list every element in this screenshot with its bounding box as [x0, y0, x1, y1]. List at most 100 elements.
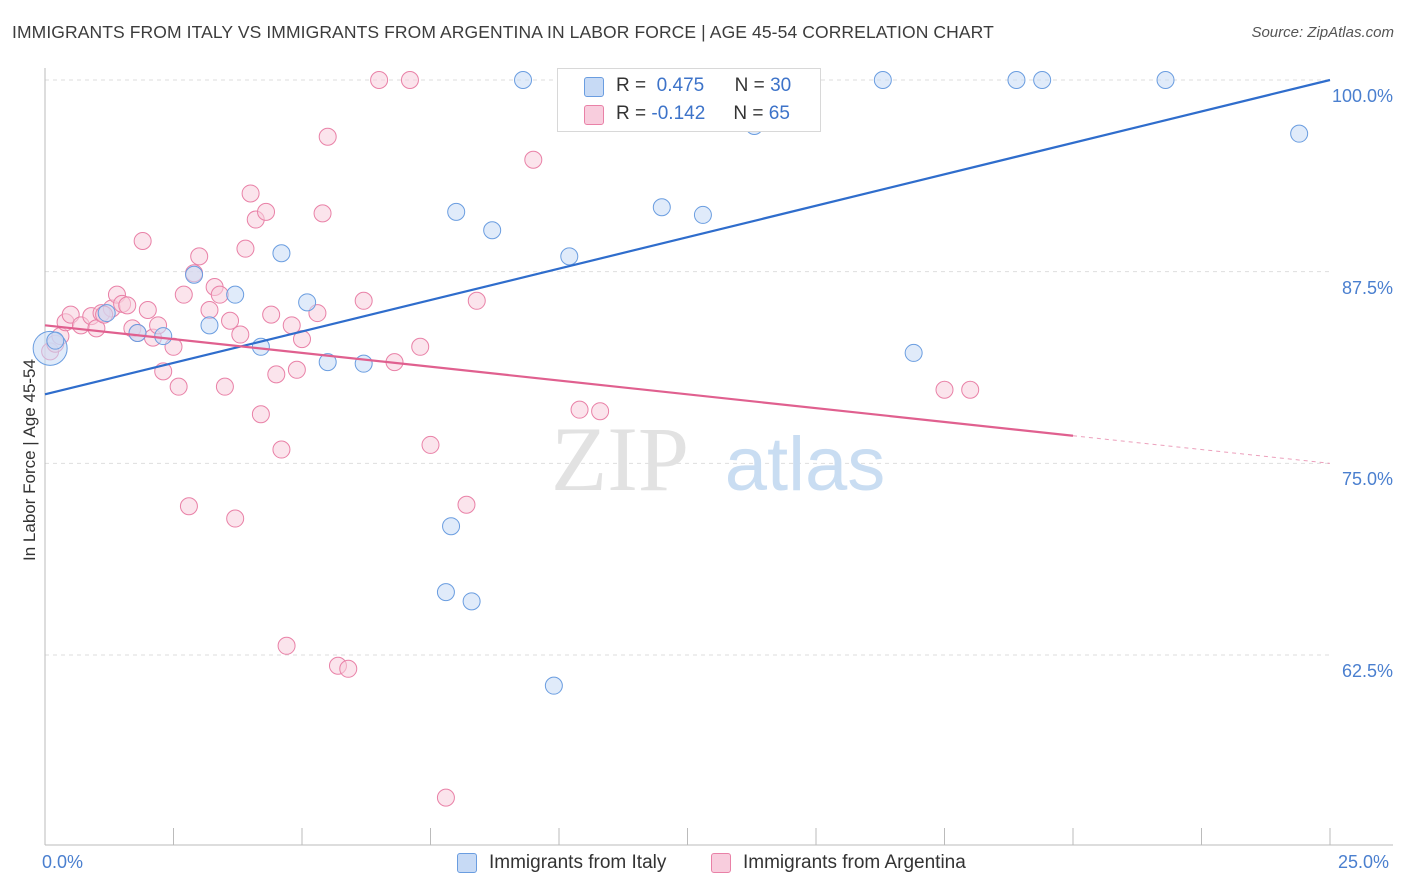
italy-point [483, 221, 502, 240]
italy-point [226, 285, 245, 304]
legend-argentina-swatch [711, 853, 731, 873]
argentina-point [169, 377, 188, 396]
argentina-point [354, 291, 373, 310]
y-tick-87-5: 87.5% [1341, 278, 1393, 298]
legend-argentina: Immigrants from Argentina [711, 852, 966, 874]
italy-point [185, 265, 204, 284]
argentina-point [133, 232, 152, 250]
argentina-point [524, 150, 543, 169]
argentina-point [436, 788, 455, 807]
italy-points [32, 71, 1309, 695]
legend-italy-swatch [457, 853, 477, 873]
argentina-point [400, 71, 419, 89]
argentina-point [174, 285, 193, 304]
argentina-point [210, 285, 229, 304]
argentina-point [257, 202, 276, 221]
x-tick-max: 25.0% [1338, 852, 1390, 872]
stats-box: R = 0.475 N = 30 R = -0.142 N = 65 [557, 68, 821, 132]
argentina-r-value: -0.142 [651, 103, 706, 124]
italy-point [272, 244, 291, 263]
argentina-point [570, 400, 589, 419]
argentina-point [339, 659, 358, 678]
italy-r-label: R = [616, 75, 647, 96]
chart-title: IMMIGRANTS FROM ITALY VS IMMIGRANTS FROM… [12, 22, 994, 42]
italy-point [652, 198, 671, 217]
argentina-n-value: 65 [768, 103, 790, 124]
argentina-trendline-extension [1072, 435, 1331, 464]
italy-point [514, 71, 533, 89]
argentina-point [313, 204, 332, 223]
gridlines [45, 79, 1330, 656]
italy-n-value: 30 [770, 75, 792, 96]
argentina-point [221, 311, 240, 330]
argentina-point [236, 239, 255, 258]
argentina-point [179, 497, 198, 516]
italy-point [128, 324, 147, 342]
argentina-point [411, 337, 430, 356]
italy-point [693, 205, 712, 224]
argentina-point [421, 435, 440, 454]
argentina-point [467, 291, 486, 310]
italy-point [904, 343, 923, 362]
argentina-point [241, 184, 260, 203]
argentina-point [370, 71, 389, 89]
legend-italy: Immigrants from Italy [457, 852, 666, 874]
italy-trendline [44, 78, 1331, 396]
italy-stats-row: R = 0.475 N = 30 [616, 72, 791, 100]
italy-point [46, 331, 65, 350]
source-label: Source: ZipAtlas.com [1251, 24, 1394, 41]
argentina-point [591, 402, 610, 421]
trendlines [44, 78, 1331, 464]
argentina-point [251, 405, 270, 424]
x-tick-min: 0.0% [42, 852, 84, 872]
watermark: ZIP atlas [551, 408, 885, 510]
argentina-point [961, 380, 980, 399]
italy-point [544, 676, 563, 695]
argentina-point [457, 495, 476, 514]
argentina-point [262, 305, 281, 324]
italy-point [354, 354, 373, 373]
italy-point [447, 202, 466, 221]
italy-point [154, 327, 173, 346]
argentina-stats-row: R = -0.142 N = 65 [616, 100, 790, 128]
italy-n-label: N = [734, 75, 765, 96]
italy-point [1156, 71, 1175, 89]
argentina-point [935, 380, 954, 399]
argentina-point [231, 325, 250, 344]
argentina-n-label: N = [733, 103, 764, 124]
italy-point [873, 71, 892, 89]
legend-argentina-label: Immigrants from Argentina [743, 852, 966, 873]
argentina-point [272, 440, 291, 459]
argentina-point [277, 636, 296, 655]
italy-point [97, 304, 116, 323]
italy-point [560, 247, 579, 266]
y-tick-75: 75.0% [1341, 469, 1393, 489]
argentina-trendline [44, 324, 1074, 437]
italy-point [1033, 71, 1052, 89]
watermark-zip: ZIP [551, 408, 689, 510]
italy-r-value: 0.475 [656, 75, 705, 96]
italy-point [200, 316, 219, 335]
y-tick-62-5: 62.5% [1341, 661, 1393, 681]
axes [44, 68, 1393, 846]
y-axis-label: In Labor Force | Age 45-54 [20, 359, 39, 561]
legend-italy-label: Immigrants from Italy [489, 852, 667, 873]
argentina-swatch [584, 105, 604, 125]
italy-point [318, 353, 337, 372]
argentina-point [318, 127, 337, 146]
argentina-point [138, 301, 157, 319]
argentina-point [267, 365, 286, 384]
y-tick-100: 100.0% [1331, 86, 1393, 106]
italy-point [436, 583, 455, 602]
argentina-point [200, 301, 219, 319]
argentina-point [118, 296, 137, 315]
argentina-point [190, 247, 209, 266]
italy-point [298, 293, 317, 312]
italy-point [462, 592, 481, 611]
argentina-r-label: R = [616, 103, 647, 124]
argentina-point [287, 360, 306, 379]
italy-point [1007, 71, 1026, 89]
watermark-atlas: atlas [725, 422, 886, 507]
argentina-point [215, 377, 234, 396]
